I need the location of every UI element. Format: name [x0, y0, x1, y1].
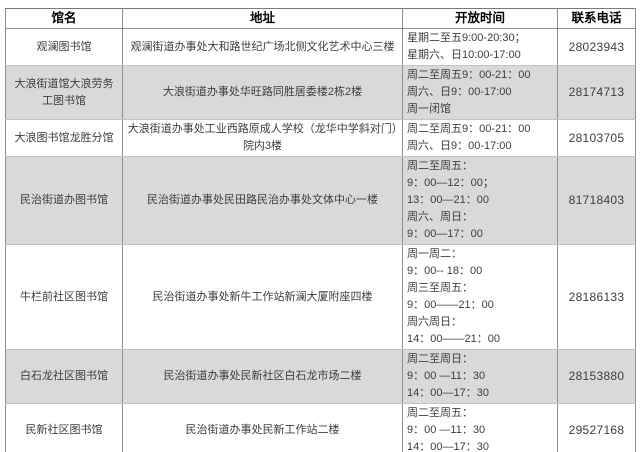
- header-address: 地址: [122, 8, 403, 29]
- header-library-name: 馆名: [5, 8, 123, 29]
- opening-hours-line: 14：00——21：00: [407, 333, 500, 345]
- table-row: 民治街道办图书馆 民治街道办事处民田路民治办事处文体中心一楼 周二至周五： 9：00—…: [5, 156, 636, 245]
- opening-hours-line: 周三至周五：: [407, 282, 473, 294]
- opening-hours-line: 周一闭馆: [407, 103, 451, 115]
- opening-hours-line: 9：00—12：00；: [407, 177, 494, 189]
- table-row: 白石龙社区图书馆 民治街道办事处民新社区白石龙市场二楼 周二至周日： 9：00 —11…: [5, 349, 636, 404]
- opening-hours-line: 14：00—17：30: [407, 387, 489, 399]
- opening-hours-line: 周二至周五：: [407, 160, 473, 172]
- phone-cell: 29527168: [557, 403, 636, 452]
- phone-cell: 28153880: [557, 349, 636, 404]
- opening-hours-line: 14：00—17：30: [407, 441, 489, 452]
- library-address-cell: 大浪街道办事处华旺路同胜居委楼2栋2楼: [122, 65, 403, 120]
- opening-hours-line: 9：00 —11：30: [407, 370, 486, 382]
- library-address-cell: 观澜街道办事处大和路世纪广场北侧文化艺术中心三楼: [122, 28, 403, 66]
- opening-hours-line: 9：00 —11：30: [407, 424, 486, 436]
- library-address-cell: 大浪街道办事处工业西路原成人学校（龙华中学斜对门）院内3楼: [122, 119, 403, 157]
- library-name-cell: 大浪街道馆大浪劳务工图书馆: [5, 65, 123, 120]
- opening-hours-line: 周一周二：: [407, 248, 462, 260]
- library-name-cell: 观澜图书馆: [5, 28, 123, 66]
- library-table: 馆名 地址 开放时间 联系电话 观澜图书馆 观澜街道办事处大和路世纪广场北侧文化艺…: [5, 8, 636, 452]
- table-row: 民新社区图书馆 民治街道办事处民新工作站二楼 周二至周五： 9：00 —11：30 14…: [5, 403, 636, 452]
- opening-hours-line: 13：00—21：00: [407, 194, 489, 206]
- opening-hours-line: 周二至周日：: [407, 353, 473, 365]
- library-name-cell: 民新社区图书馆: [5, 403, 123, 452]
- opening-hours-cell: 周二至周五9：00-21：00 周六、日9：00-17:00: [402, 119, 558, 157]
- phone-cell: 28186133: [557, 244, 636, 350]
- phone-cell: 28023943: [557, 28, 636, 66]
- header-row: 馆名 地址 开放时间 联系电话: [5, 8, 636, 29]
- opening-hours-line: 周二至周五9：00-21：00: [407, 123, 531, 135]
- opening-hours-line: 周六、日9：00-17:00: [407, 86, 512, 98]
- library-table-header: 馆名 地址 开放时间 联系电话: [5, 8, 636, 29]
- opening-hours-cell: 周二至周五： 9：00 —11：30 14：00—17：30: [402, 403, 558, 452]
- phone-cell: 81718403: [557, 156, 636, 245]
- opening-hours-line: 星期六、日10:00-17:00: [407, 49, 521, 61]
- opening-hours-line: 9：00—17：00: [407, 228, 483, 240]
- opening-hours-line: 周六、周日：: [407, 211, 473, 223]
- header-phone: 联系电话: [557, 8, 636, 29]
- opening-hours-line: 周六周日：: [407, 316, 462, 328]
- opening-hours-line: 周二至周五9：00-21：00: [407, 69, 531, 81]
- library-address-cell: 民治街道办事处民田路民治办事处文体中心一楼: [122, 156, 403, 245]
- opening-hours-line: 周二至周五：: [407, 407, 473, 419]
- table-row: 牛栏前社区图书馆 民治街道办事处新牛工作站新澜大厦附座四楼 周一周二： 9：00-- …: [5, 244, 636, 350]
- library-address-cell: 民治街道办事处民新社区白石龙市场二楼: [122, 349, 403, 404]
- opening-hours-cell: 星期二至五9:00-20:30； 星期六、日10:00-17:00: [402, 28, 558, 66]
- library-name-cell: 牛栏前社区图书馆: [5, 244, 123, 350]
- table-row: 大浪图书馆龙胜分馆 大浪街道办事处工业西路原成人学校（龙华中学斜对门）院内3楼 周二…: [5, 119, 636, 157]
- opening-hours-line: 9：00-- 18：00: [407, 265, 483, 277]
- library-name-cell: 大浪图书馆龙胜分馆: [5, 119, 123, 157]
- opening-hours-cell: 周二至周五9：00-21：00 周六、日9：00-17:00 周一闭馆: [402, 65, 558, 120]
- opening-hours-line: 星期二至五9:00-20:30；: [407, 32, 526, 44]
- library-address-cell: 民治街道办事处民新工作站二楼: [122, 403, 403, 452]
- opening-hours-cell: 周二至周日： 9：00 —11：30 14：00—17：30: [402, 349, 558, 404]
- library-name-cell: 民治街道办图书馆: [5, 156, 123, 245]
- phone-cell: 28174713: [557, 65, 636, 120]
- phone-cell: 28103705: [557, 119, 636, 157]
- opening-hours-line: 周六、日9：00-17:00: [407, 140, 512, 152]
- table-row: 大浪街道馆大浪劳务工图书馆 大浪街道办事处华旺路同胜居委楼2栋2楼 周二至周五9：0…: [5, 65, 636, 120]
- opening-hours-line: 9：00——21：00: [407, 299, 494, 311]
- opening-hours-cell: 周二至周五： 9：00—12：00； 13：00—21：00 周六、周日： 9：00—1…: [402, 156, 558, 245]
- header-opening-hours: 开放时间: [402, 8, 558, 29]
- library-address-cell: 民治街道办事处新牛工作站新澜大厦附座四楼: [122, 244, 403, 350]
- library-name-cell: 白石龙社区图书馆: [5, 349, 123, 404]
- table-row: 观澜图书馆 观澜街道办事处大和路世纪广场北侧文化艺术中心三楼 星期二至五9:00-2…: [5, 28, 636, 66]
- library-table-body: 观澜图书馆 观澜街道办事处大和路世纪广场北侧文化艺术中心三楼 星期二至五9:00-2…: [5, 28, 636, 452]
- opening-hours-cell: 周一周二： 9：00-- 18：00 周三至周五： 9：00——21：00 周六周日： 1…: [402, 244, 558, 350]
